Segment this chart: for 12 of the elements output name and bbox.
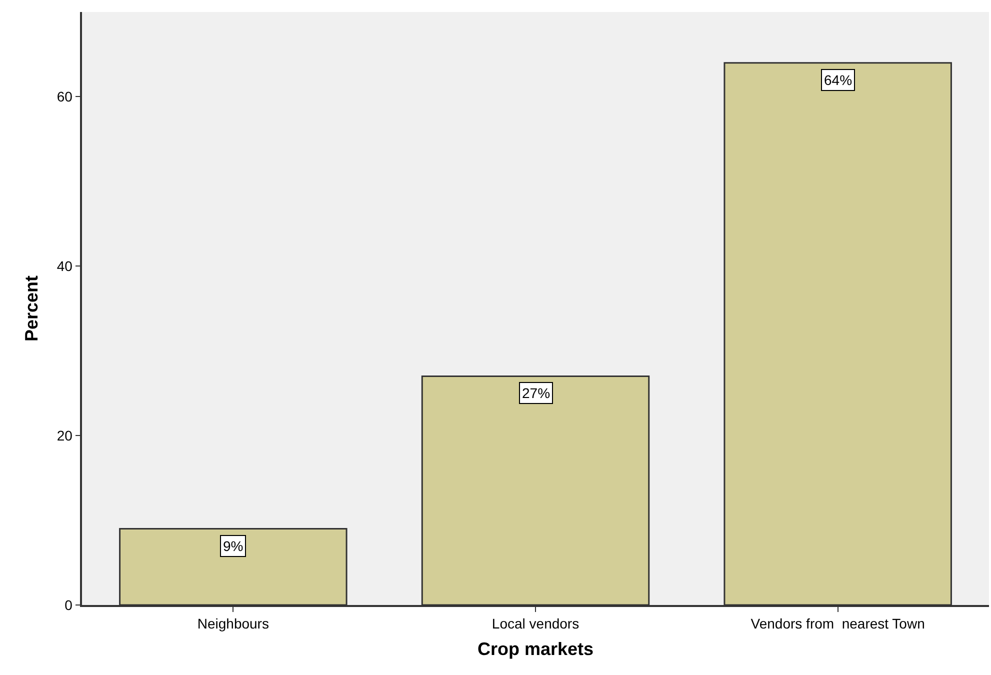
x-axis-title: Crop markets: [477, 639, 594, 660]
y-tick-label: 40: [56, 258, 73, 274]
data-label: 64%: [824, 72, 852, 88]
data-label: 9%: [223, 538, 244, 554]
x-tick-label: Neighbours: [197, 616, 269, 632]
x-tick-label: Local vendors: [492, 616, 580, 632]
y-tick-label: 20: [56, 427, 73, 444]
y-tick-label: 0: [64, 596, 73, 613]
data-label: 27%: [522, 385, 550, 401]
y-axis-title: Percent: [22, 275, 42, 342]
x-tick-label: Vendors from nearest Town: [750, 616, 925, 632]
y-tick-label: 60: [56, 88, 73, 105]
